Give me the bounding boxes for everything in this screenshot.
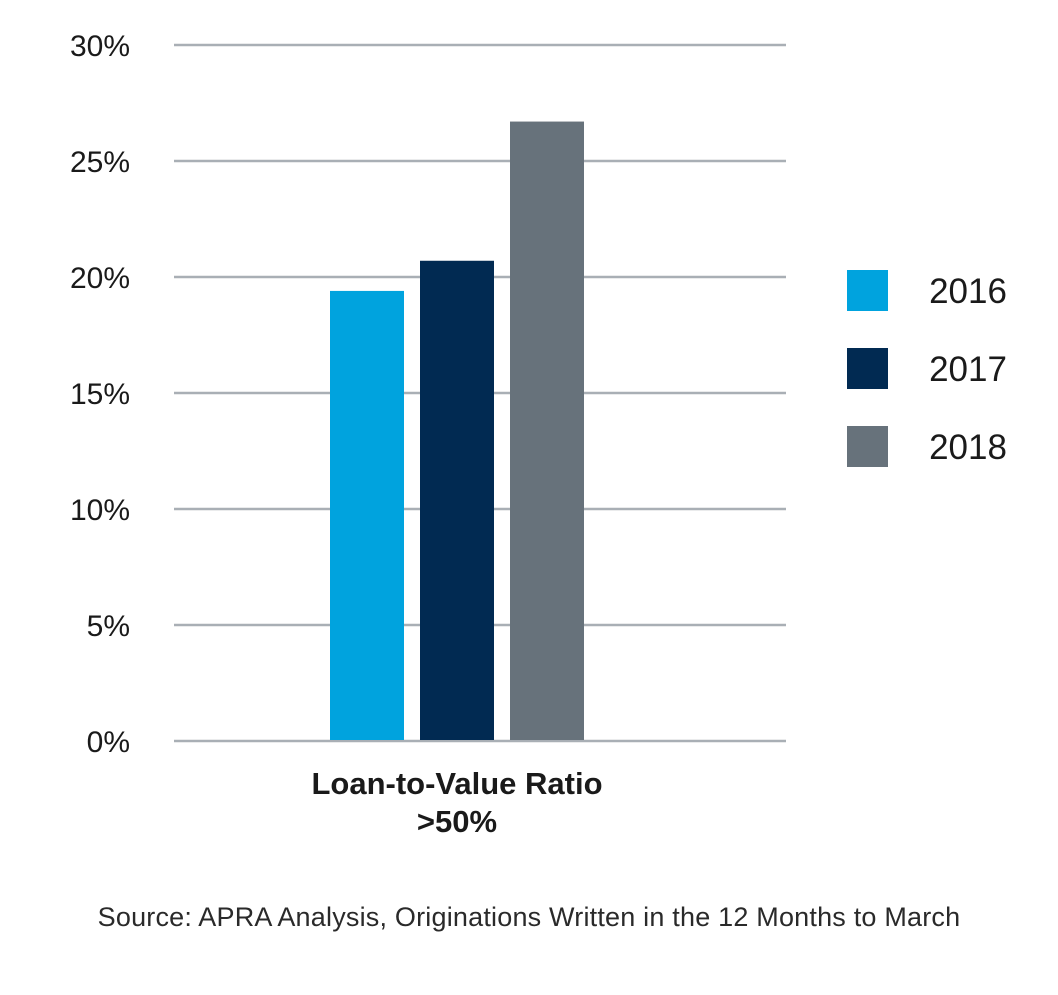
legend-swatch-2016 [847,270,888,311]
x-axis-category-label: Loan-to-Value Ratio >50% [311,766,602,839]
bar-2017 [420,260,494,740]
category-label-line: Loan-to-Value Ratio [311,766,602,801]
y-axis-tick-labels: 0% 5% 10% 15% 20% 25% 30% [70,30,130,759]
bar-2016 [330,290,404,740]
legend: 2016 2017 2018 [847,270,1007,467]
source-note: Source: APRA Analysis, Originations Writ… [97,902,961,932]
category-label-line: >50% [417,804,497,839]
legend-label-2016: 2016 [929,272,1007,311]
bar-2018 [510,121,584,740]
legend-label-2017: 2017 [929,350,1007,389]
y-tick-label: 5% [87,610,130,643]
category-label: Loan-to-Value Ratio >50% [311,766,602,839]
y-tick-label: 25% [70,146,130,179]
legend-swatch-2018 [847,426,888,467]
y-tick-label: 20% [70,262,130,295]
bar-chart: 0% 5% 10% 15% 20% 25% 30% Loan-to-Value Ratio >… [70,30,1007,839]
y-tick-label: 0% [87,726,130,759]
legend-swatch-2017 [847,348,888,389]
y-tick-label: 15% [70,378,130,411]
bars [330,121,584,740]
legend-label-2018: 2018 [929,428,1007,467]
y-tick-label: 10% [70,494,130,527]
y-tick-label: 30% [70,30,130,63]
